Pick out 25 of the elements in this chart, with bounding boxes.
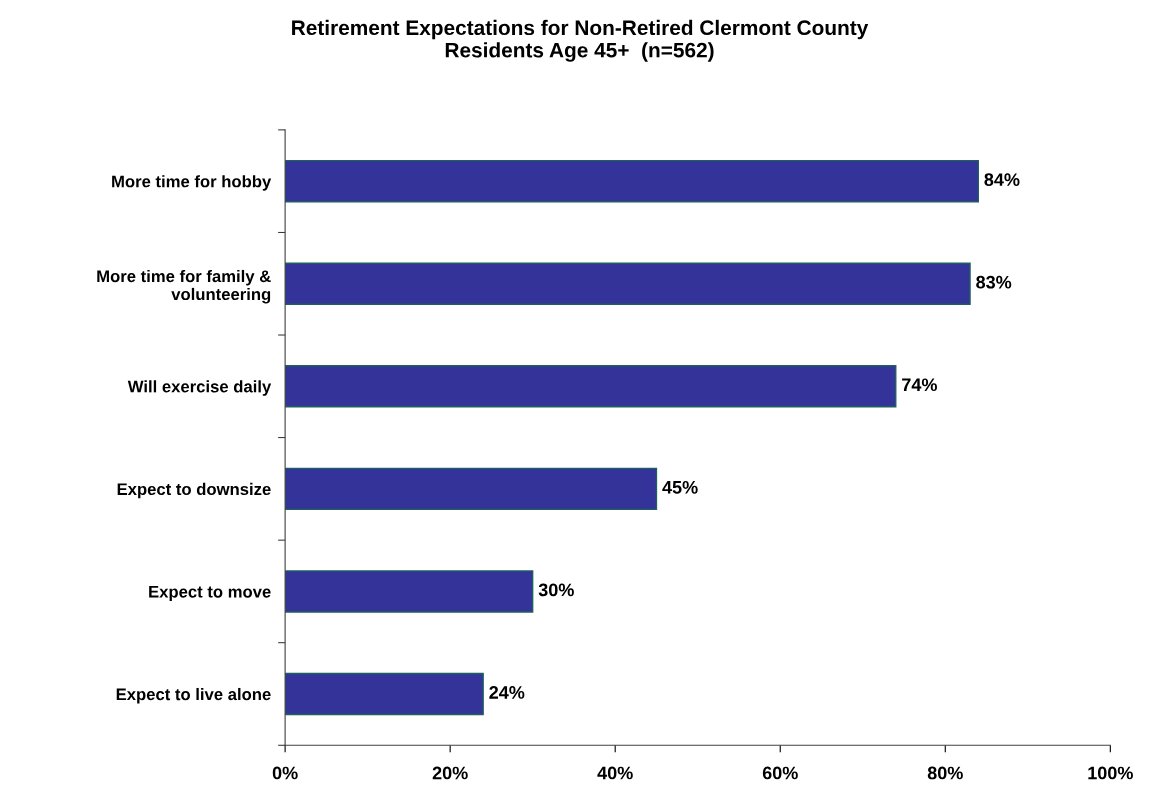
- data-label: 45%: [662, 480, 698, 494]
- data-label: 30%: [538, 583, 574, 597]
- bar: [285, 672, 484, 716]
- data-label: 83%: [976, 275, 1012, 289]
- x-tick-label: 40%: [597, 766, 633, 780]
- bar: [285, 262, 971, 305]
- y-tick-label: More time for hobby: [112, 175, 272, 191]
- x-tick-label: 20%: [432, 766, 468, 780]
- bar: [285, 467, 658, 511]
- data-label: 24%: [489, 686, 525, 699]
- x-tick-label: 80%: [927, 766, 963, 780]
- y-tick-label: Expect to downsize: [117, 482, 271, 499]
- data-label: 84%: [984, 173, 1020, 187]
- bar: [285, 365, 897, 408]
- x-tick-label: 60%: [762, 766, 798, 780]
- x-tick-label: 100%: [1088, 766, 1133, 780]
- data-label: 74%: [902, 378, 937, 392]
- y-tick-label: Will exercise daily: [127, 380, 272, 396]
- bar: [285, 570, 534, 613]
- y-tick-label: Expect to live alone: [116, 687, 271, 704]
- chart-title: Retirement Expectations for Non-Retired Clermont County Residents Age 45+ (n=562): [292, 19, 869, 62]
- x-tick-label: 0%: [272, 766, 298, 780]
- bar: [285, 159, 979, 203]
- y-tick-label: More time for family & volunteering: [97, 269, 271, 304]
- y-tick-label: Expect to move: [149, 586, 271, 601]
